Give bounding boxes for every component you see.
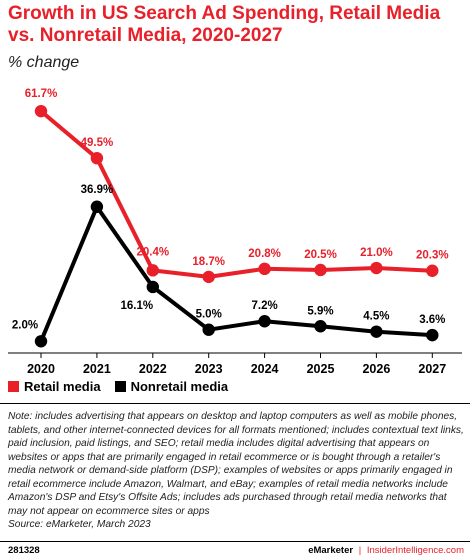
data-label-nonretail: 16.1% xyxy=(120,300,153,312)
data-label-retail: 20.3% xyxy=(416,250,449,262)
legend-swatch-retail xyxy=(8,381,19,392)
data-label-retail: 20.8% xyxy=(248,248,281,260)
data-point-retail xyxy=(370,261,383,275)
data-point-nonretail xyxy=(90,200,104,213)
data-point-nonretail xyxy=(426,328,439,342)
data-point-retail xyxy=(258,262,271,276)
chart-note: Note: includes advertising that appears … xyxy=(8,410,466,532)
data-label-nonretail: 4.5% xyxy=(363,311,389,323)
data-label-nonretail: 7.2% xyxy=(251,300,277,312)
data-label-retail: 49.5% xyxy=(81,137,114,149)
data-label-retail: 61.7% xyxy=(25,88,58,100)
footer: 281328 eMarketer | InsiderIntelligence.c… xyxy=(8,545,464,556)
chart-id: 281328 xyxy=(8,545,40,556)
brand-separator: | xyxy=(358,545,362,556)
note-divider xyxy=(0,403,470,404)
legend: Retail media Nonretail media xyxy=(8,379,242,394)
series-line-nonretail xyxy=(39,204,435,344)
data-point-retail xyxy=(34,104,48,118)
data-point-nonretail xyxy=(314,320,327,333)
source-text: Source: eMarketer, March 2023 xyxy=(8,519,151,530)
x-tick-label: 2024 xyxy=(251,362,279,376)
x-tick-label: 2026 xyxy=(362,362,390,376)
data-point-retail xyxy=(90,151,104,165)
footer-brand: eMarketer | InsiderIntelligence.com xyxy=(308,545,464,556)
legend-label-retail: Retail media xyxy=(24,379,101,394)
x-tick-label: 2022 xyxy=(139,362,167,376)
line-chart: 61.7% 49.5% 20.4% 18.7% 20.8% 20.5% 21.0% 20.3%… xyxy=(8,88,462,376)
data-point-retail xyxy=(202,270,215,284)
brand-name: eMarketer xyxy=(308,545,354,556)
data-label-nonretail: 5.9% xyxy=(307,305,333,317)
data-label-nonretail: 5.0% xyxy=(196,309,222,321)
data-label-retail: 21.0% xyxy=(360,247,393,259)
data-point-retail xyxy=(146,264,159,277)
x-tick-label: 2020 xyxy=(27,362,55,376)
series-line-retail xyxy=(39,109,435,279)
data-point-retail xyxy=(426,264,439,277)
footer-divider xyxy=(0,541,470,542)
note-text: Note: includes advertising that appears … xyxy=(8,411,464,517)
chart-title: Growth in US Search Ad Spending, Retail … xyxy=(8,3,441,46)
data-label-nonretail: 36.9% xyxy=(81,184,114,196)
x-tick-label: 2027 xyxy=(418,362,446,376)
brand-site[interactable]: InsiderIntelligence.com xyxy=(366,545,464,556)
data-point-nonretail xyxy=(370,325,383,338)
x-tick-label: 2023 xyxy=(195,362,223,376)
x-tick-label: 2025 xyxy=(307,362,335,376)
legend-item-retail: Retail media xyxy=(8,379,101,394)
data-point-retail xyxy=(314,263,327,277)
data-label-nonretail: 2.0% xyxy=(12,319,38,331)
data-label-retail: 20.5% xyxy=(304,249,337,261)
x-tick-label: 2021 xyxy=(83,362,111,376)
data-point-nonretail xyxy=(34,335,48,348)
legend-swatch-nonretail xyxy=(114,381,126,392)
data-label-retail: 20.4% xyxy=(136,246,169,258)
legend-label-nonretail: Nonretail media xyxy=(130,379,229,394)
data-label-retail: 18.7% xyxy=(192,256,225,268)
data-label-nonretail: 3.6% xyxy=(419,314,445,326)
legend-item-nonretail: Nonretail media xyxy=(114,379,229,394)
data-point-nonretail xyxy=(146,280,159,294)
chart-subtitle: % change xyxy=(8,54,80,71)
data-point-nonretail xyxy=(202,323,215,336)
data-point-nonretail xyxy=(258,315,271,328)
